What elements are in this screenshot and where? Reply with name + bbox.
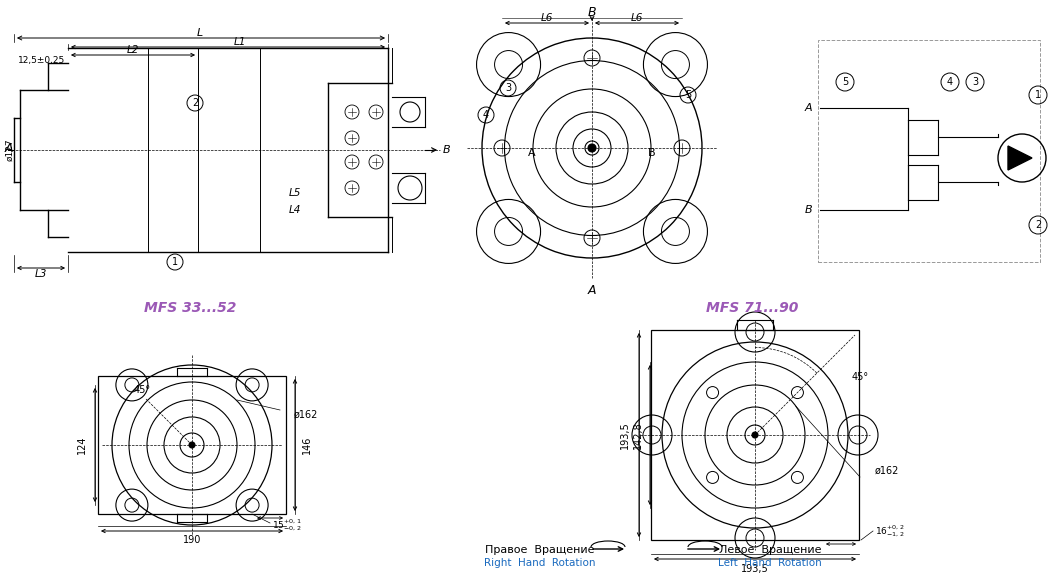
Text: Левое  Вращение: Левое Вращение — [719, 545, 821, 555]
Text: 45°: 45° — [133, 385, 150, 395]
Text: L2: L2 — [127, 45, 140, 55]
Text: $16^{+0,2}_{-1,2}$: $16^{+0,2}_{-1,2}$ — [875, 523, 905, 539]
Text: 2: 2 — [192, 98, 198, 108]
Text: 193,5: 193,5 — [741, 564, 768, 574]
Circle shape — [752, 432, 758, 438]
Text: 4: 4 — [947, 77, 953, 87]
Polygon shape — [1008, 146, 1032, 170]
Text: ø162: ø162 — [875, 466, 900, 476]
Text: B: B — [443, 145, 451, 155]
Bar — [818, 40, 1040, 262]
Text: A: A — [528, 148, 536, 158]
Text: 4: 4 — [483, 110, 489, 120]
Text: Правое  Вращение: Правое Вращение — [485, 545, 595, 555]
Text: MFS 33...52: MFS 33...52 — [144, 301, 236, 315]
Text: B: B — [648, 148, 655, 158]
Text: 12,5±0,25: 12,5±0,25 — [18, 55, 66, 65]
Text: 5: 5 — [685, 90, 691, 100]
Text: 146: 146 — [302, 436, 312, 454]
Text: 3: 3 — [505, 83, 512, 93]
Text: L6: L6 — [631, 13, 644, 23]
Bar — [651, 330, 859, 540]
Text: A: A — [5, 142, 14, 155]
Text: 2: 2 — [1035, 220, 1041, 230]
Text: L5: L5 — [289, 188, 301, 198]
Text: L3: L3 — [35, 269, 48, 279]
Text: 193,5: 193,5 — [620, 421, 630, 449]
Text: A: A — [804, 103, 812, 113]
Text: Left  Hand  Rotation: Left Hand Rotation — [718, 558, 822, 568]
Text: Right  Hand  Rotation: Right Hand Rotation — [484, 558, 596, 568]
Text: 5: 5 — [841, 77, 848, 87]
Text: L: L — [197, 28, 203, 38]
Text: L4: L4 — [289, 205, 301, 215]
Text: $15^{+0,1}_{-0,2}$: $15^{+0,1}_{-0,2}$ — [272, 517, 301, 533]
Text: MFS 71...90: MFS 71...90 — [706, 301, 798, 315]
Text: L1: L1 — [234, 37, 246, 47]
Text: 1: 1 — [172, 257, 178, 267]
Text: A: A — [588, 283, 596, 296]
Text: 45°: 45° — [852, 372, 869, 382]
Text: ø127: ø127 — [5, 139, 15, 161]
Text: 142,8: 142,8 — [633, 421, 643, 449]
Text: 1: 1 — [1035, 90, 1041, 100]
Text: 124: 124 — [77, 436, 87, 455]
Text: B: B — [588, 5, 596, 18]
Text: 190: 190 — [183, 535, 201, 545]
Circle shape — [588, 144, 596, 152]
Text: 3: 3 — [972, 77, 978, 87]
Text: L6: L6 — [541, 13, 553, 23]
Circle shape — [189, 442, 194, 448]
Bar — [98, 376, 286, 514]
Text: ø162: ø162 — [294, 410, 318, 420]
Text: B: B — [804, 205, 812, 215]
